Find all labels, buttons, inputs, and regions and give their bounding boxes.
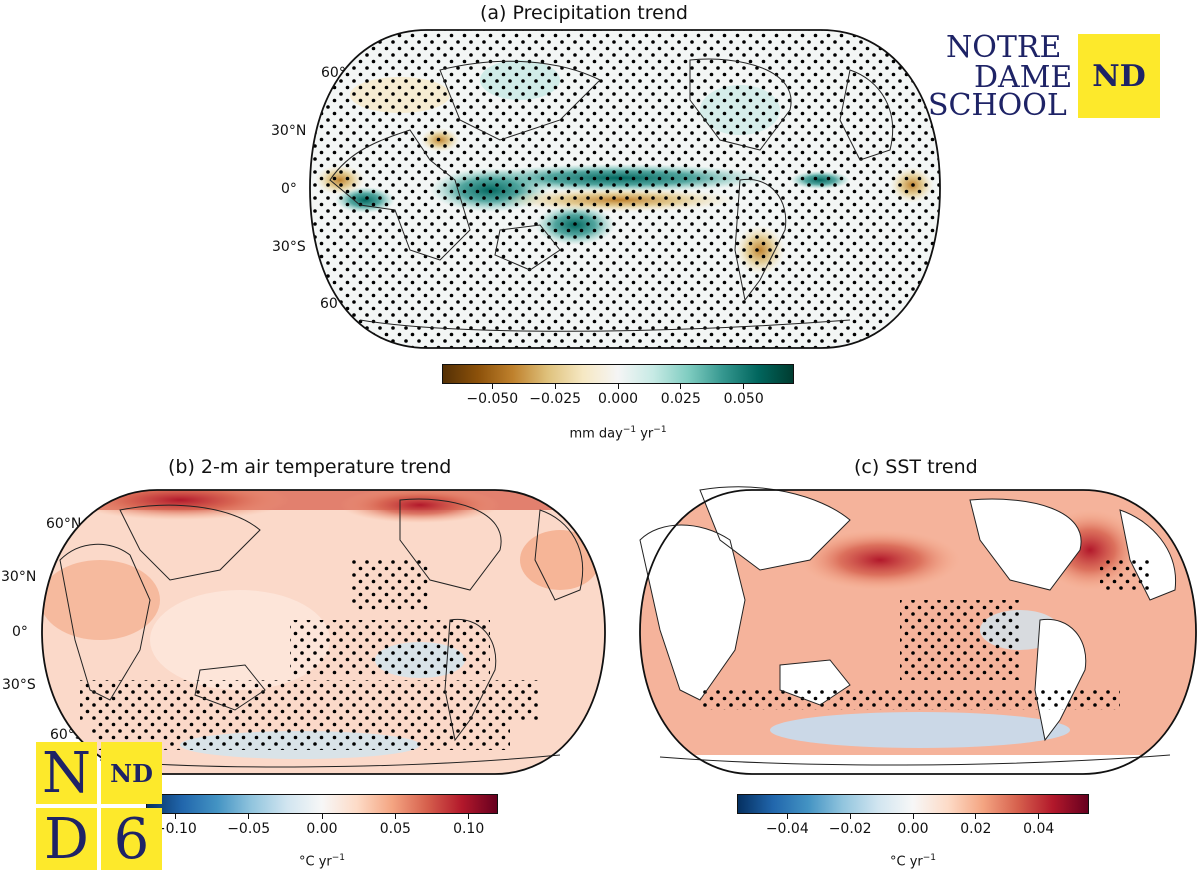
colorbar-a-tick-label: 0.000 [597,391,639,407]
colorbar-a-tickmark [743,384,745,389]
colorbar-c-tick-label: 0.04 [1023,821,1055,837]
tile-n-letter: N [42,740,91,806]
colorbar-c-tickmark [975,814,977,819]
colorbar-b-tickmark [468,814,470,819]
colorbar-b-unit-main: °C yr [298,854,332,870]
colorbar-b-tickmark [174,814,176,819]
logo-monogram: ND [1092,58,1146,94]
logo-line-school: SCHOOL [928,88,1067,123]
tile-n: N [36,740,97,806]
colorbar-a-unit-exp1: −1 [622,425,637,435]
colorbar-b-tick-label: 0.10 [453,821,485,837]
tile-6-letter: 6 [113,806,150,872]
colorbar-a-unit-mid: yr [636,426,654,442]
colorbar-a-tickmark [680,384,682,389]
tile-d: D [36,806,97,872]
tile-monogram-letters: ND [110,758,153,788]
colorbar-c [737,794,1089,814]
colorbar-c-tick-label: 0.00 [897,821,929,837]
colorbar-a-tick-label: −0.025 [529,391,582,407]
logo-monogram-tile: ND [1078,34,1160,118]
logo-line-notre: NOTRE [946,30,1062,65]
colorbar-b-tickmark [248,814,250,819]
tile-monogram: ND [101,742,162,804]
tile-6: 6 [101,806,162,872]
colorbar-a-tickmark [617,384,619,389]
panel-a-title: (a) Precipitation trend [480,2,688,24]
colorbar-a-tick-label: 0.050 [723,391,764,407]
colorbar-c-tick-label: 0.02 [960,821,992,837]
colorbar-a-unit: mm day−1 yr−1 [569,425,666,441]
lat-label-60s: 60°S [320,296,354,312]
colorbar-b [146,794,498,814]
colorbar-c-tick-label: −0.04 [765,821,809,837]
colorbar-c-tickmark [849,814,851,819]
colorbar-b-tickmark [321,814,323,819]
logo-line-dame: DAME [974,60,1073,95]
colorbar-c-unit-exp: −1 [922,853,937,863]
lat-label-b-60n: 60°N [46,516,82,532]
colorbar-b-tickmark [394,814,396,819]
panel-c-title: (c) SST trend [854,456,978,478]
colorbar-b-unit-exp: −1 [331,853,346,863]
panel-b-title: (b) 2-m air temperature trend [168,456,452,478]
lat-label-60n: 60°N [321,65,357,81]
colorbar-a-tickmark [554,384,556,389]
colorbar-b-tick-label: 0.05 [379,821,411,837]
lat-label-30n: 30°N [271,123,307,139]
colorbar-a-tickmark [491,384,493,389]
colorbar-b-tick-label: −0.05 [227,821,271,837]
lat-label-30s: 30°S [272,239,306,255]
colorbar-c-tickmark [1038,814,1040,819]
lat-label-b-30n: 30°N [1,569,37,585]
colorbar-b-unit: °C yr−1 [299,853,345,869]
colorbar-c-tick-label: −0.02 [828,821,872,837]
colorbar-c-unit: °C yr−1 [890,853,936,869]
colorbar-c-tickmark [786,814,788,819]
colorbar-b-tick-label: −0.10 [153,821,197,837]
colorbar-a-tick-label: −0.050 [466,391,519,407]
lat-label-0: 0° [281,181,297,197]
colorbar-c-unit-main: °C yr [889,854,923,870]
lat-label-b-30s: 30°S [2,677,36,693]
colorbar-a-tick-label: 0.025 [660,391,701,407]
colorbar-a-unit-main: mm day [569,426,623,442]
colorbar-a-unit-exp2: −1 [653,425,667,435]
colorbar-a [442,364,794,384]
tile-d-letter: D [44,806,89,872]
colorbar-b-tick-label: 0.00 [306,821,338,837]
colorbar-c-tickmark [912,814,914,819]
lat-label-b-0: 0° [12,624,28,640]
